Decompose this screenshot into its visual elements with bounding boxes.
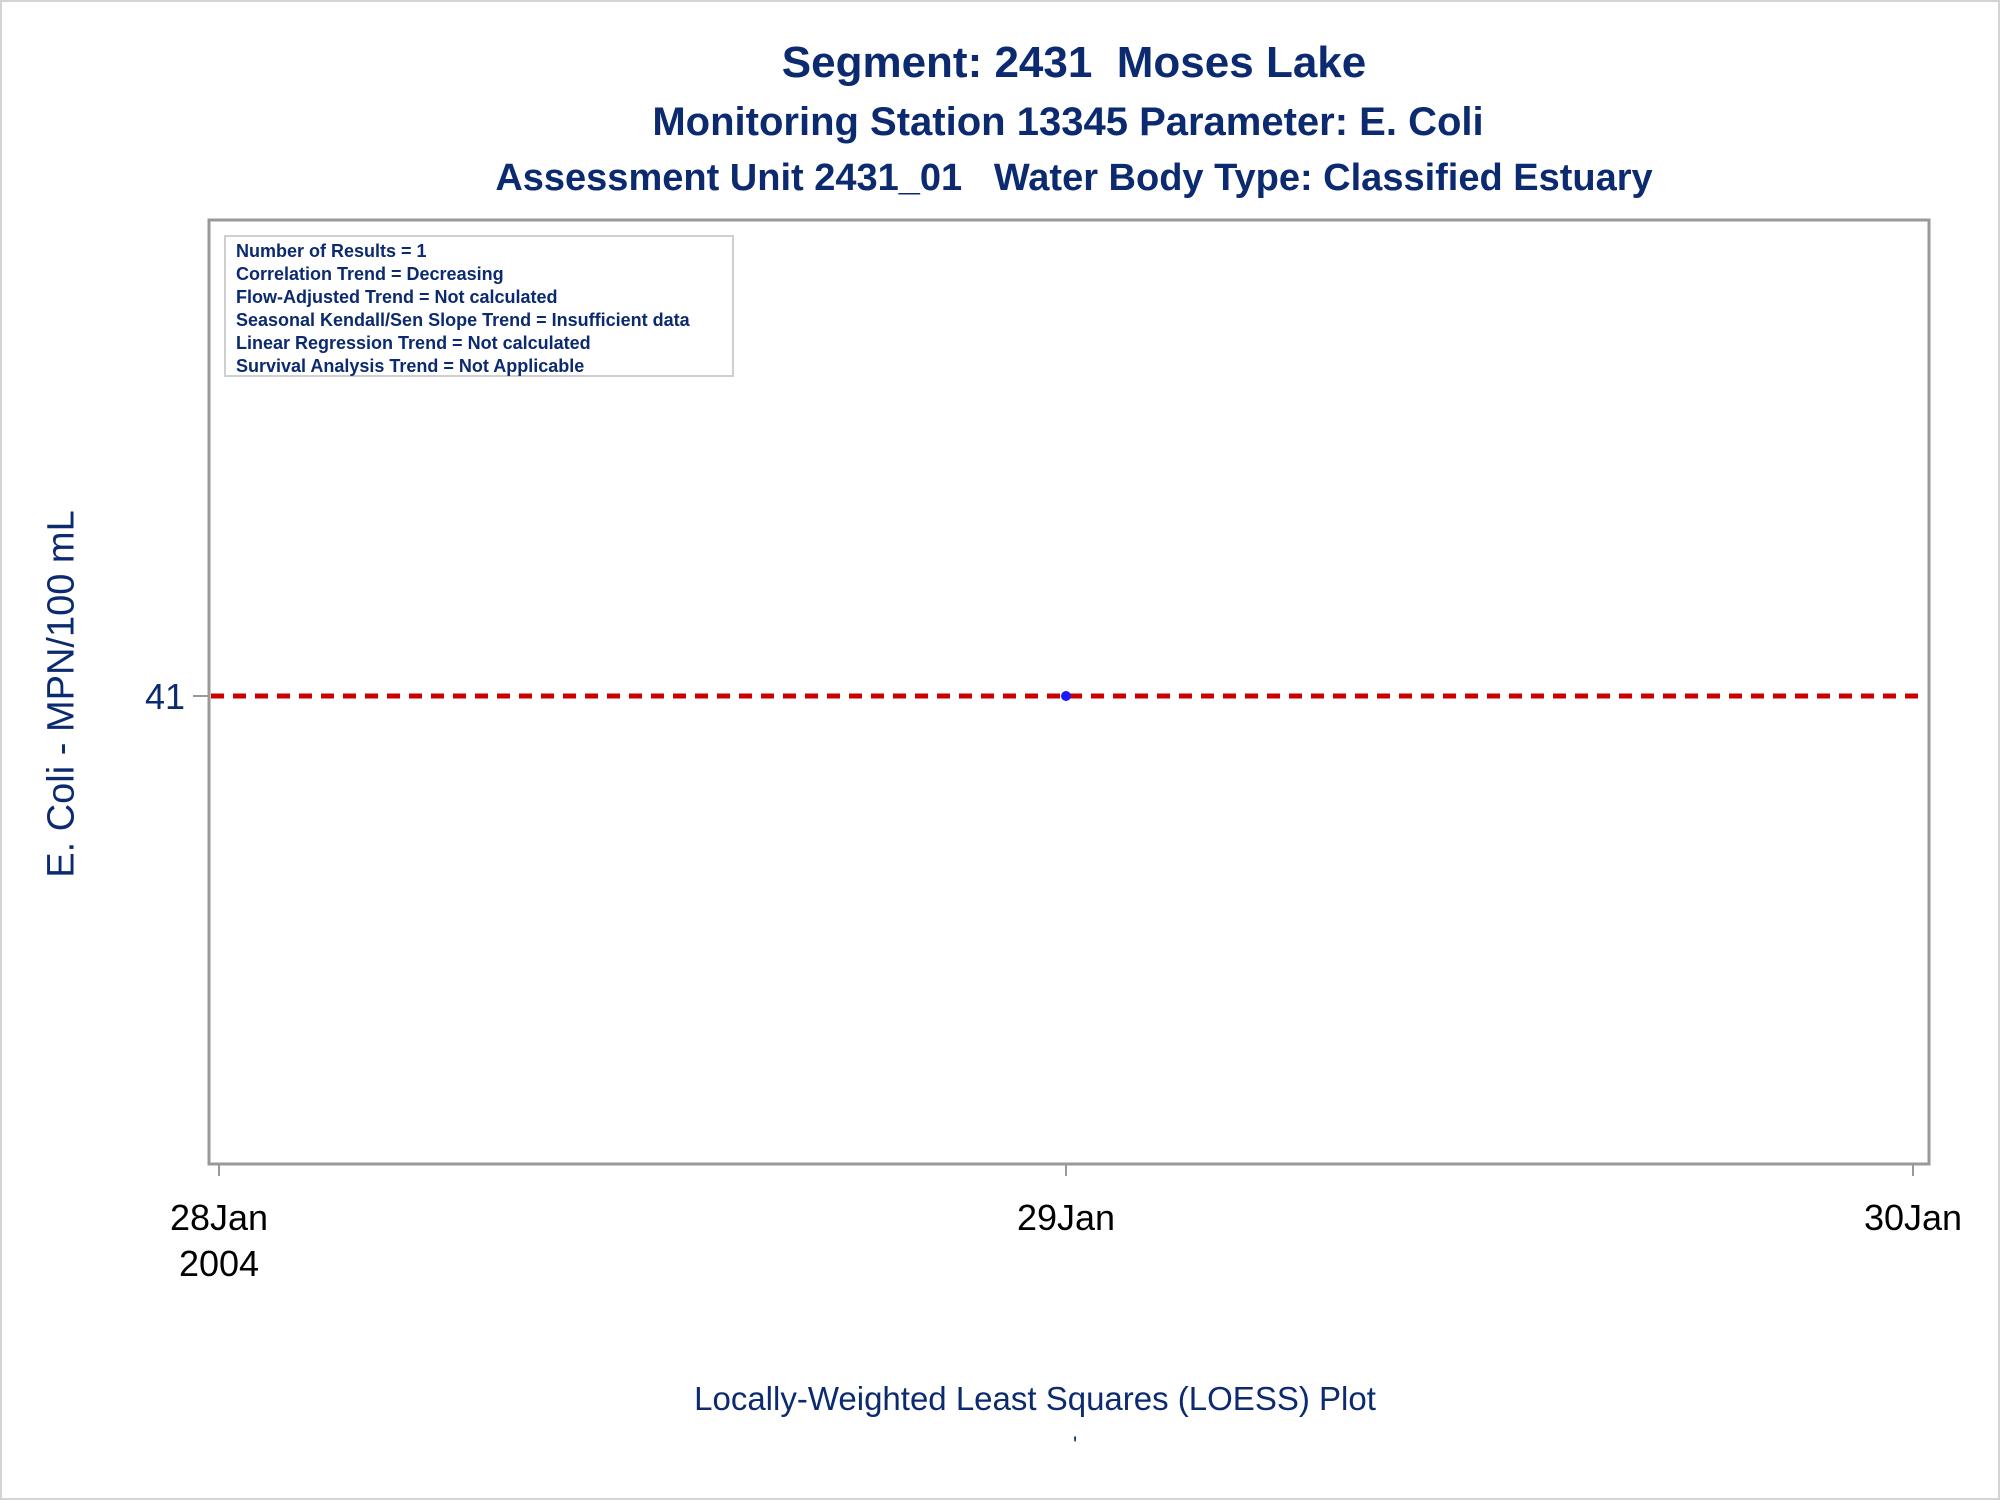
chart-subtitle-2: Assessment Unit 2431_01 Water Body Type:… [495, 157, 1653, 199]
stats-line: Flow-Adjusted Trend = Not calculated [236, 287, 558, 307]
stats-line: Seasonal Kendall/Sen Slope Trend = Insuf… [236, 310, 690, 330]
chart-title: Segment: 2431 Moses Lake [781, 38, 1367, 87]
trend-statistics-box: Number of Results = 1 Correlation Trend =… [224, 235, 734, 377]
y-axis-label: E. Coli - MPN/100 mL [40, 510, 83, 878]
stats-line: Survival Analysis Trend = Not Applicable [236, 356, 585, 376]
x-tick-label: 29Jan [1017, 1197, 1115, 1238]
footnote: Locally-Weighted Least Squares (LOESS) P… [694, 1380, 1376, 1417]
stats-line: Number of Results = 1 [236, 241, 427, 261]
plot-area-frame [207, 218, 1931, 1166]
footnote-mark: ' [1073, 1432, 1078, 1457]
data-point [1061, 691, 1071, 701]
chart-subtitle: Monitoring Station 13345 Parameter: E. C… [652, 100, 1484, 144]
x-tick-label: 28Jan [170, 1197, 268, 1238]
stats-line: Linear Regression Trend = Not calculated [236, 333, 591, 353]
x-tick-sublabel: 2004 [179, 1243, 259, 1284]
x-tick-label: 30Jan [1864, 1197, 1962, 1238]
y-tick-label: 41 [145, 676, 185, 717]
stats-line: Correlation Trend = Decreasing [236, 264, 504, 284]
